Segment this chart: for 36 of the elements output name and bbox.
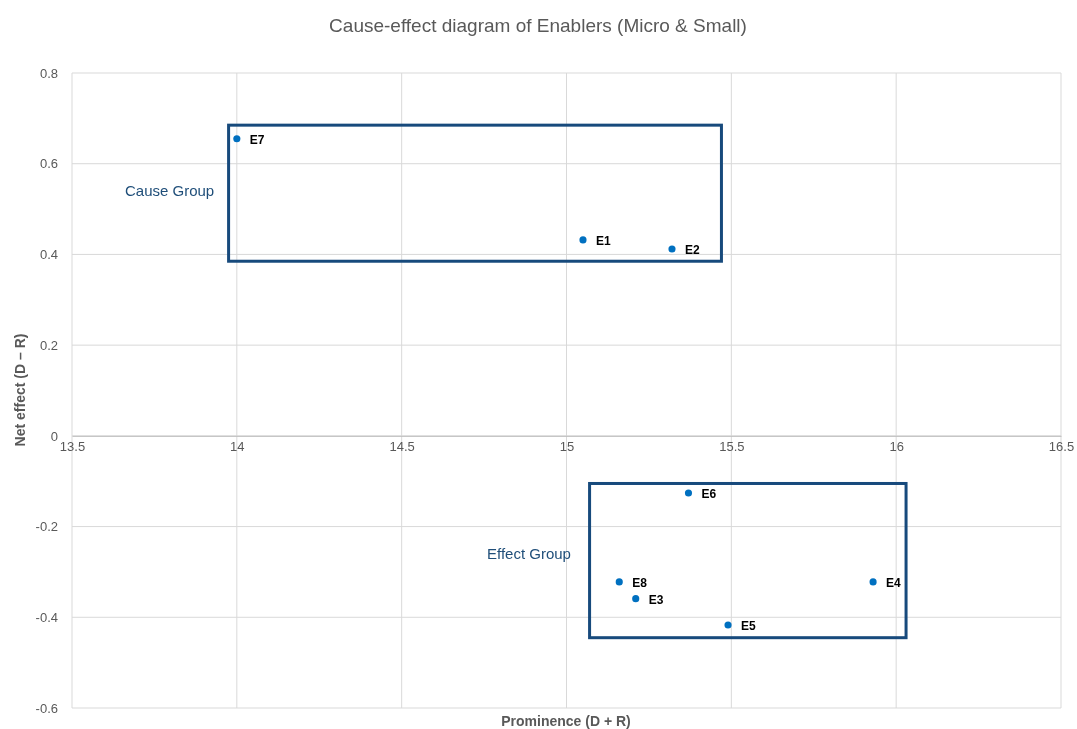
y-tick-label: 0.8 — [39, 65, 58, 81]
annotation: E4 — [886, 575, 902, 590]
x-tick-label: 13.5 — [59, 439, 86, 455]
annotation: E5 — [741, 619, 757, 633]
x-tick-label: 15.5 — [719, 439, 745, 455]
point — [684, 489, 693, 497]
annotation: E1 — [595, 233, 611, 248]
chart-title: Cause-effect diagram of Enablers (Micro & Small) — [329, 15, 747, 36]
annotation: Cause Group — [125, 182, 215, 199]
y-tick-label: 0.2 — [39, 337, 58, 353]
point — [615, 578, 623, 586]
point — [632, 595, 640, 603]
x-tick-label: 15 — [559, 439, 575, 455]
y-tick-label: 0 — [50, 428, 58, 444]
y-tick-label: -0.4 — [35, 609, 58, 625]
y-tick-label: 0.6 — [39, 156, 58, 172]
annotation: Effect Group — [487, 545, 571, 562]
annotation: E7 — [249, 132, 265, 147]
point — [724, 621, 732, 629]
point — [869, 578, 877, 586]
x-tick-label: 16 — [889, 439, 904, 455]
annotation: E2 — [684, 242, 700, 257]
y-axis-title: Net effect (D – R) — [12, 333, 28, 447]
annotation: E8 — [632, 575, 648, 590]
point — [579, 236, 587, 244]
x-tick-label: 14.5 — [389, 439, 415, 455]
y-tick-label: -0.6 — [35, 700, 58, 716]
annotation: E3 — [648, 592, 664, 607]
point — [668, 245, 676, 253]
point — [233, 135, 241, 143]
y-tick-label: -0.2 — [35, 519, 58, 535]
y-tick-label: 0.4 — [39, 247, 58, 263]
x-tick-label: 16.5 — [1048, 439, 1075, 455]
annotation: E6 — [701, 487, 717, 502]
x-tick-label: 14 — [230, 439, 245, 455]
x-axis-title: Prominence (D + R) — [501, 713, 631, 729]
